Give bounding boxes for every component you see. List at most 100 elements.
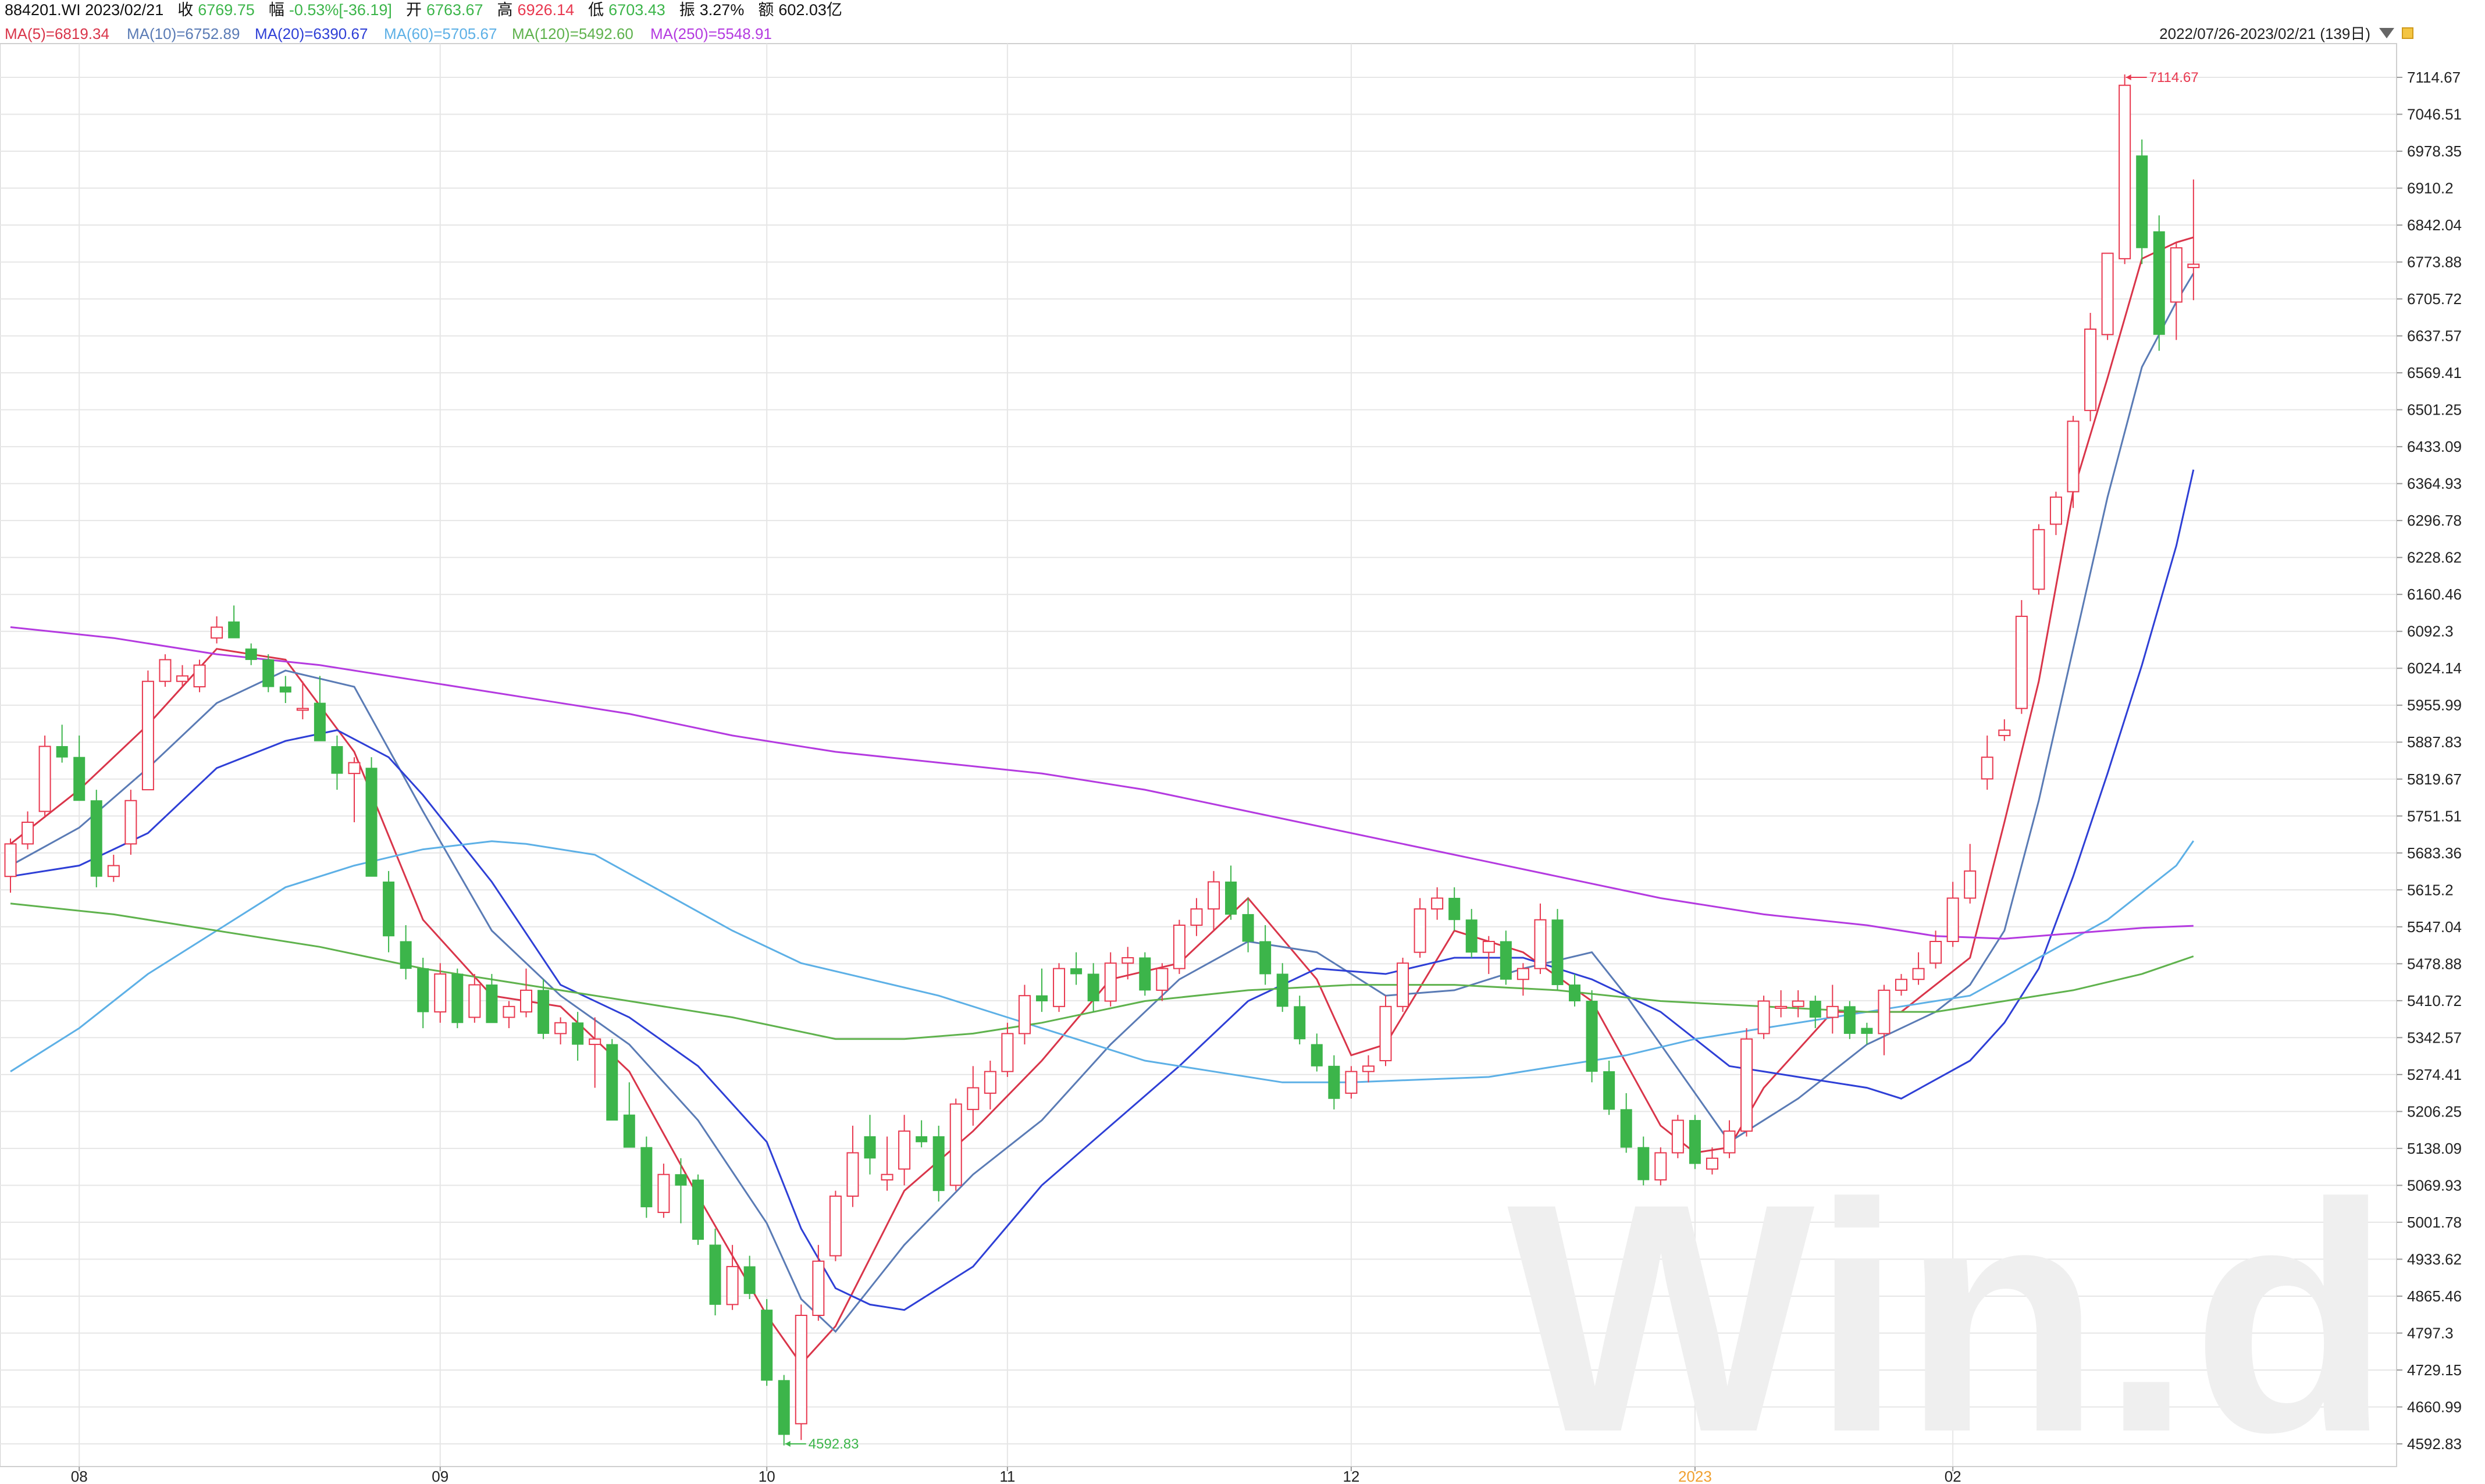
candle (795, 1304, 807, 1440)
candle-body (1671, 1119, 1684, 1154)
candle-body (1276, 973, 1288, 1007)
x-tick-label: 11 (999, 1468, 1015, 1484)
y-tick-label: 6364.93 (2407, 475, 2462, 493)
candle-body (73, 757, 86, 801)
candle (383, 871, 395, 953)
candle (1843, 1001, 1856, 1039)
candle-body (22, 821, 34, 845)
candle-body (1345, 1071, 1358, 1094)
candle (1156, 963, 1169, 1001)
candle-body (1173, 925, 1185, 969)
candle (1654, 1147, 1667, 1186)
candle-body (486, 984, 498, 1023)
y-tick-label: 5410.72 (2407, 992, 2462, 1009)
candle (279, 676, 291, 703)
candle-body (812, 1260, 825, 1316)
candle (1500, 930, 1512, 985)
candle-body (211, 626, 223, 639)
candle-body (2067, 420, 2080, 493)
candle (1345, 1066, 1358, 1099)
candle (56, 725, 68, 763)
candle-body (314, 702, 326, 741)
candle-body (90, 800, 102, 877)
candle (228, 605, 240, 638)
candle (1104, 952, 1117, 1007)
header-open-label: 开 (406, 1, 422, 19)
annotations: 7114.67 4592.83 (785, 70, 2199, 1452)
header-amplitude-label: 振 (679, 1, 695, 19)
settings-icon[interactable] (2402, 27, 2413, 39)
candle-body (1190, 908, 1203, 926)
candle (1242, 898, 1254, 953)
dropdown-triangle-icon[interactable] (2379, 28, 2394, 38)
candle-body (640, 1147, 653, 1208)
y-tick-label: 4660.99 (2407, 1398, 2462, 1415)
candle-body (451, 973, 464, 1023)
candle-body (657, 1173, 670, 1213)
annotation-arrow-icon (785, 1441, 791, 1447)
candle-body (1465, 919, 1478, 953)
candle-body (1878, 989, 1891, 1034)
candle-body (726, 1266, 739, 1305)
candle (4, 838, 17, 893)
candle (1173, 919, 1185, 974)
candle (1706, 1147, 1718, 1175)
y-tick-label: 4592.83 (2407, 1435, 2462, 1453)
candle (657, 1164, 670, 1218)
candle-body (124, 800, 137, 845)
date-range-label[interactable]: 2022/07/26-2023/02/21 (139日) (2159, 25, 2370, 42)
candle-body (417, 968, 429, 1012)
y-tick-label: 4797.3 (2407, 1324, 2454, 1342)
candle (486, 973, 498, 1023)
x-axis: 08 09 10 11 12 2023 02 (71, 1467, 1961, 1484)
candle-body (228, 621, 240, 638)
candle-body (1895, 979, 1907, 991)
candle-body (1139, 957, 1151, 991)
y-tick-label: 5206.25 (2407, 1103, 2462, 1120)
candle (1018, 984, 1031, 1045)
y-tick-label: 6092.3 (2407, 623, 2454, 640)
candle-body (38, 745, 51, 812)
candle (1723, 1120, 1736, 1158)
legend-item: MA(250)=5548.91 (650, 25, 772, 42)
candle-body (1637, 1147, 1650, 1180)
candle (1465, 909, 1478, 958)
candle-body (2153, 231, 2165, 335)
candle-body (1826, 1005, 1839, 1018)
candle (1036, 968, 1048, 1012)
legend-item: MA(120)=5492.60 (512, 25, 633, 42)
header-high-label: 高 (497, 1, 513, 19)
candle-body (829, 1195, 842, 1257)
candle (1087, 963, 1099, 1012)
legend-item: MA(20)=6390.67 (255, 25, 368, 42)
candle-body (1516, 968, 1529, 980)
candle (1620, 1093, 1632, 1153)
candle (468, 973, 481, 1023)
y-tick-label: 5819.67 (2407, 770, 2462, 788)
candle (761, 1299, 773, 1386)
candle-body (761, 1310, 773, 1381)
candle-body (1328, 1065, 1340, 1099)
candle (984, 1061, 996, 1110)
header-amount-value: 602.03亿 (778, 1, 842, 19)
candle-body (1087, 973, 1099, 1002)
candle (623, 1082, 635, 1148)
y-tick-label: 6910.2 (2407, 180, 2454, 197)
x-tick-label: 12 (1343, 1468, 1359, 1484)
candle (829, 1190, 842, 1261)
candle (1397, 957, 1409, 1012)
y-tick-label: 6773.88 (2407, 254, 2462, 271)
candle-body (949, 1103, 962, 1186)
candle (1362, 1055, 1375, 1083)
candle (1070, 952, 1083, 985)
candle-body (400, 941, 412, 969)
candle (589, 1017, 601, 1088)
y-tick-label: 4933.62 (2407, 1250, 2462, 1268)
candle (1259, 925, 1272, 985)
candle-body (795, 1314, 807, 1425)
candle-body (107, 865, 120, 877)
watermark-text: Win.d (1507, 1136, 2391, 1484)
candle-body (193, 664, 206, 688)
candle-body (1551, 919, 1564, 986)
